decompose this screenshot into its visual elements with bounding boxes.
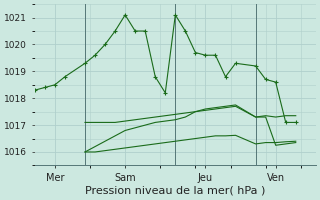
X-axis label: Pression niveau de la mer( hPa ): Pression niveau de la mer( hPa ) xyxy=(85,186,266,196)
